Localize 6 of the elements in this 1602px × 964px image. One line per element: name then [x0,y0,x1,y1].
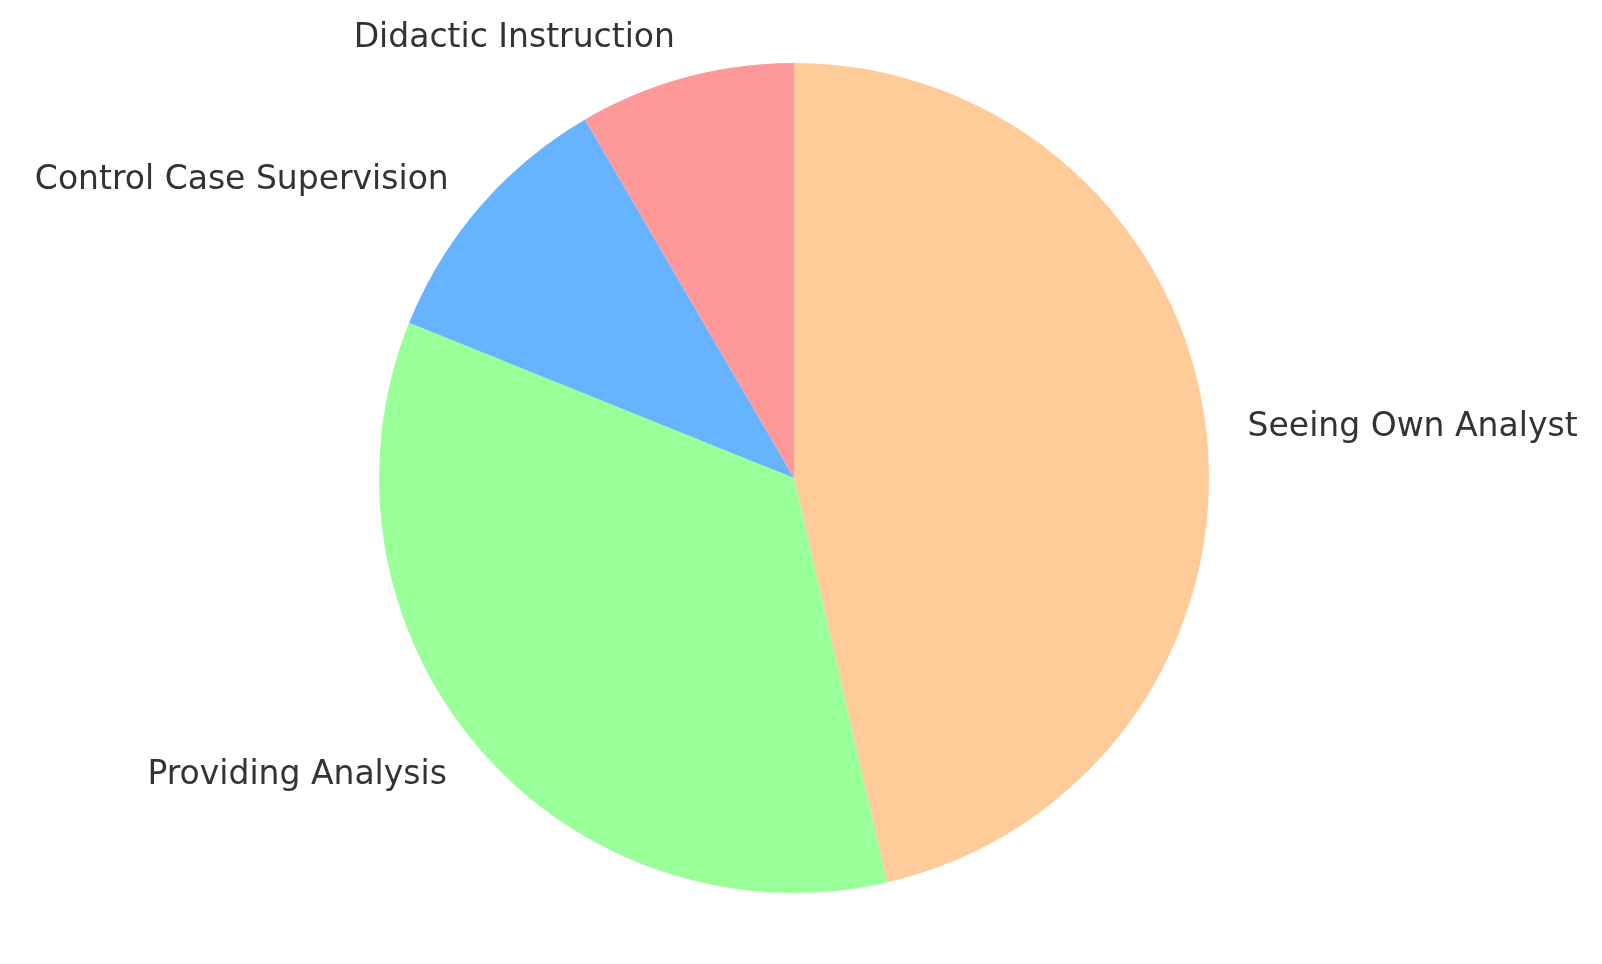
slice-label: Control Case Supervision [34,158,449,198]
slice-label: Seeing Own Analyst [1247,405,1578,445]
slice-label: Providing Analysis [147,753,447,793]
slice-label: Didactic Instruction [353,16,675,56]
pie-slice [585,63,794,478]
pie-slice [794,63,1209,883]
